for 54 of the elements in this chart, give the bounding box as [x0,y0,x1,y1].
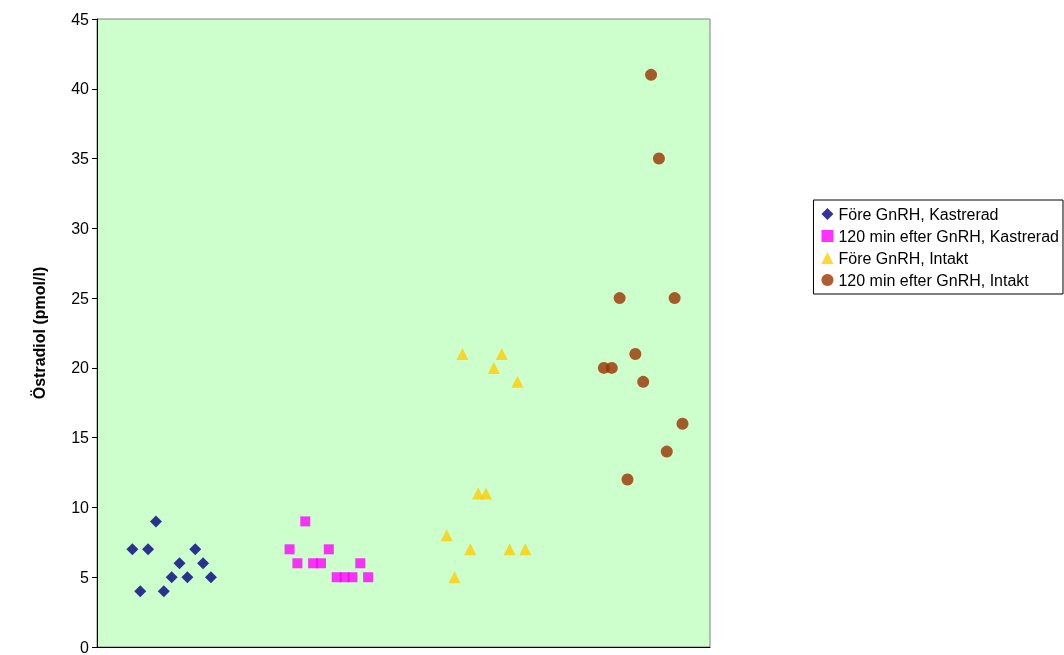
legend-label: 120 min efter GnRH, Intakt [838,271,1030,289]
point [189,543,202,556]
point [645,68,658,81]
y-tick-label: 30 [71,219,90,237]
point [363,572,374,583]
y-tick-label: 10 [71,498,90,516]
legend-label: 120 min efter GnRH, Kastrerad [838,227,1060,245]
point [149,515,162,528]
point [448,571,461,584]
point [197,557,210,570]
point [621,473,634,486]
point [165,571,178,584]
point [355,558,366,569]
point [613,292,626,305]
legend-label: Före GnRH, Intakt [838,249,969,267]
point [284,544,295,555]
point [487,361,500,374]
point [519,543,532,556]
y-tick-label: 25 [71,289,90,307]
point [676,417,689,430]
y-tick-label: 0 [80,638,90,655]
point [629,347,642,360]
legend-label: Före GnRH, Kastrerad [838,205,999,223]
point [142,543,155,556]
point [173,557,186,570]
point [157,585,170,598]
y-axis-title: Östradiol (pmol/l) [29,266,48,400]
point [660,445,673,458]
point [511,375,524,388]
point [480,487,493,500]
point [668,292,681,305]
point [347,572,358,583]
point [652,152,665,165]
point [495,347,508,360]
point [605,361,618,374]
point [464,543,477,556]
point [440,529,453,542]
point [323,544,334,555]
y-tick-label: 45 [71,10,90,28]
point [204,571,217,584]
point [181,571,194,584]
y-tick-label: 35 [71,150,90,168]
point [292,558,303,569]
point [315,558,326,569]
y-tick-label: 20 [71,359,90,377]
point [503,543,516,556]
y-tick-label: 5 [80,568,90,586]
point [637,375,650,388]
y-tick-label: 15 [71,429,90,447]
point [134,585,147,598]
point [126,543,139,556]
y-tick-label: 40 [71,80,90,98]
point [456,347,469,360]
point [300,516,311,527]
